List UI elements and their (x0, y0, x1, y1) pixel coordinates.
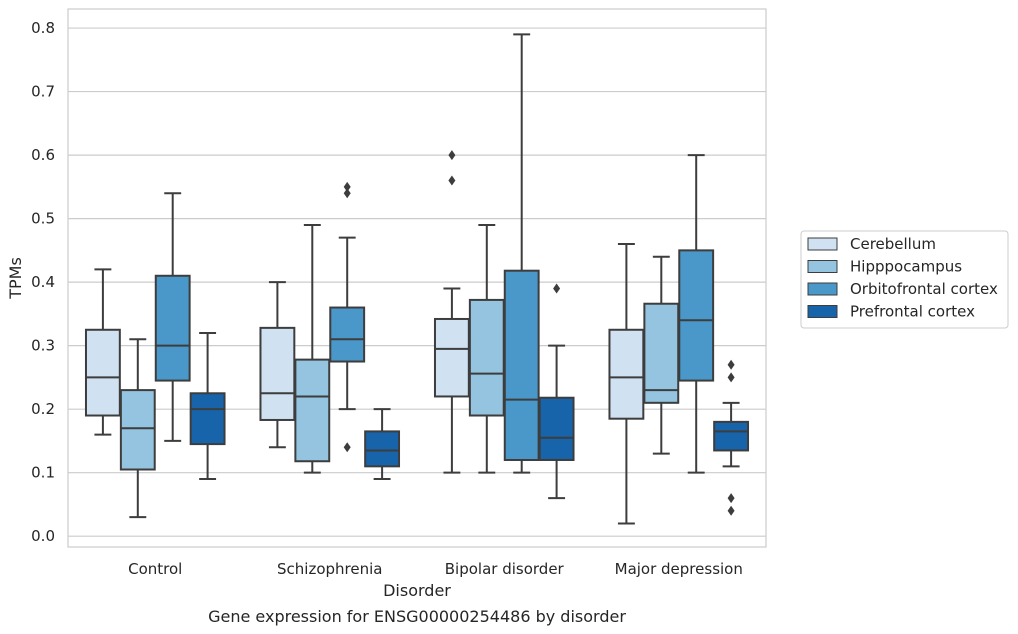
outlier-point (343, 181, 351, 192)
outlier-point (553, 283, 561, 294)
x-axis-ticks: Control Schizophrenia Bipolar disorder Majo… (128, 560, 743, 578)
iqr-box (468, 298, 505, 417)
iqr-box (329, 306, 366, 363)
outlier-point (343, 188, 351, 199)
box-plot-box (259, 281, 296, 449)
legend-swatch (807, 237, 838, 251)
y-tick-label: 0.7 (31, 83, 55, 101)
iqr-box (678, 249, 715, 382)
box-plot-box (294, 223, 331, 474)
box-plot-box (608, 243, 645, 525)
outlier-point (727, 505, 735, 516)
outlier-point (727, 359, 735, 370)
y-tick-label: 0.0 (31, 527, 55, 545)
iqr-box (84, 328, 121, 417)
box-plot-box (468, 223, 505, 474)
iqr-box (154, 274, 191, 382)
outlier-point (727, 493, 735, 504)
outlier-point (343, 442, 351, 453)
legend-label: Orbitofrontal cortex (850, 280, 998, 298)
series-0 (84, 150, 645, 525)
iqr-box (643, 302, 680, 404)
y-tick-label: 0.6 (31, 146, 55, 164)
iqr-box (189, 392, 226, 446)
legend-swatch (807, 282, 838, 296)
series-2 (154, 33, 715, 474)
y-tick-label: 0.8 (31, 19, 55, 37)
iqr-box (294, 358, 331, 463)
box-plot-box (84, 268, 121, 436)
box-plot-box (364, 408, 401, 481)
y-tick-label: 0.5 (31, 210, 55, 228)
y-tick-label: 0.4 (31, 273, 55, 291)
box-plot-box (154, 192, 191, 442)
y-tick-label: 0.3 (31, 337, 55, 355)
legend-frame (800, 230, 1009, 329)
y-axis-label: TPMs (6, 257, 25, 300)
box-plot-box (119, 338, 156, 519)
iqr-box (608, 328, 645, 420)
y-tick-label: 0.2 (31, 400, 55, 418)
series-3 (189, 283, 750, 516)
legend: Cerebellum Hipppocampus Orbitofrontal cort… (800, 230, 1009, 329)
x-tick-label: Schizophrenia (277, 560, 382, 578)
box-plot-box (713, 359, 750, 516)
outlier-point (727, 372, 735, 383)
x-tick-label: Control (128, 560, 182, 578)
outlier-point (448, 150, 456, 161)
y-axis-ticks: 0.0 0.1 0.2 0.3 0.4 0.5 0.6 0.7 0.8 (31, 19, 55, 545)
box-plot-box (678, 154, 715, 474)
iqr-box (364, 430, 401, 468)
iqr-box (503, 269, 540, 461)
box-plot-box (643, 255, 680, 455)
x-tick-label: Bipolar disorder (445, 560, 565, 578)
box-plot-series (84, 33, 750, 525)
legend-swatch (807, 305, 838, 318)
iqr-box (713, 420, 750, 452)
y-tick-label: 0.1 (31, 464, 55, 482)
outlier-point (448, 175, 456, 186)
iqr-box (538, 396, 575, 461)
box-plot-box (189, 331, 226, 481)
iqr-box (259, 326, 296, 421)
legend-label: Cerebellum (850, 235, 936, 253)
box-plot-box (329, 181, 366, 453)
box-plot-box (433, 150, 470, 474)
plot-frame (67, 8, 767, 548)
box-plot-box (538, 283, 575, 500)
x-axis-label: Disorder (383, 581, 451, 600)
legend-label: Prefrontal cortex (850, 303, 975, 321)
legend-swatch (807, 260, 838, 273)
x-tick-label: Major depression (615, 560, 743, 578)
series-1 (119, 223, 680, 519)
box-plot-box (503, 33, 540, 474)
iqr-box (119, 389, 156, 471)
legend-label: Hipppocampus (850, 258, 962, 276)
iqr-box (433, 317, 470, 398)
chart-caption: Gene expression for ENSG00000254486 by d… (208, 607, 626, 626)
